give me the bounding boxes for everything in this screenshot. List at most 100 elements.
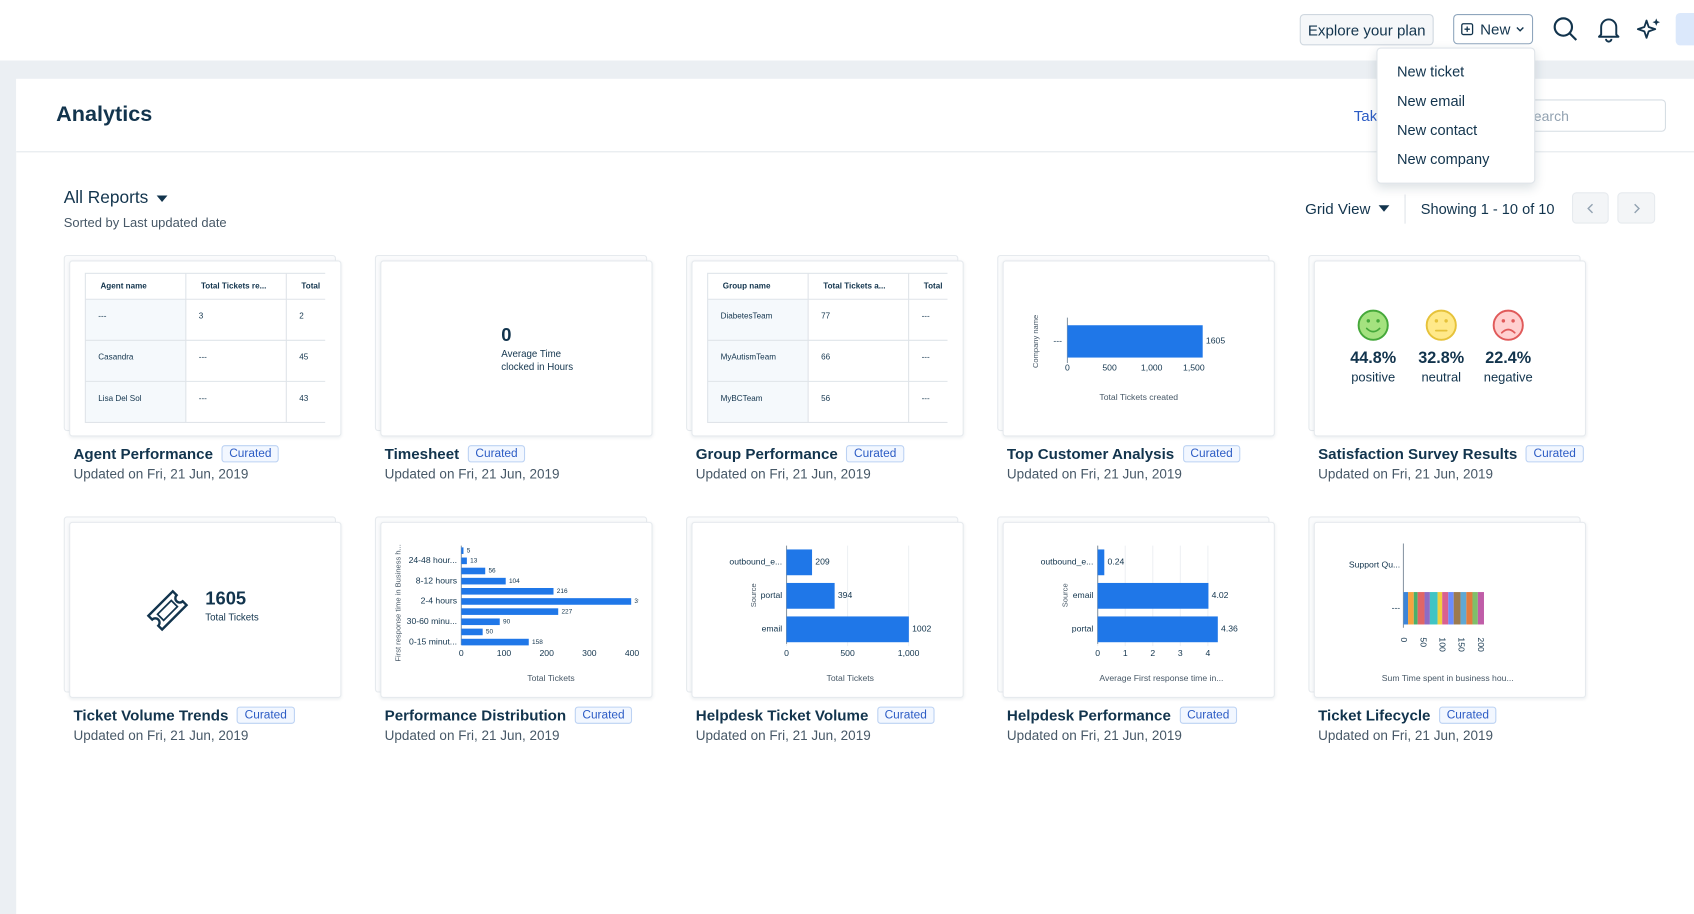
value-label: 104 (509, 578, 520, 585)
value-label: 90 (503, 618, 511, 625)
avatar[interactable] (1675, 12, 1694, 46)
x-tick-label: 1,000 (1141, 363, 1163, 373)
bar-segment (1417, 592, 1425, 625)
value-label: 1002 (912, 624, 931, 634)
bars: 5 13 56 104 216 398 227 90 50 158 (461, 547, 639, 646)
chevron-left (1587, 203, 1594, 213)
bar-segment (1424, 592, 1430, 625)
card-title: Timesheet (384, 445, 460, 463)
menu-item[interactable]: New company (1396, 151, 1490, 168)
x-axis-title: Total Tickets (527, 673, 574, 683)
x-tick-label: 1 (1123, 648, 1128, 658)
ticket-icon (146, 589, 189, 632)
x-tick-label: 200 (539, 648, 554, 658)
value-label: 0.24 (1108, 557, 1125, 567)
card-preview: 0 100 200 300 400 24-48 hour... 8-12 hours 2-4 … (394, 544, 640, 683)
x-axis-title: Total Tickets created (1099, 392, 1178, 402)
bar-segment (1413, 592, 1418, 625)
new-button[interactable]: New (1453, 14, 1534, 45)
search-input[interactable]: Search (1512, 99, 1666, 132)
report-card[interactable]: 0 100 200 300 400 24-48 hour... 8-12 hours 2-4 … (374, 516, 653, 754)
bar (1097, 549, 1105, 576)
card-preview: 0 500 1,000 1,500 --- 1605 Company name Total T… (1031, 315, 1225, 402)
plus-icon (1461, 23, 1474, 36)
bar-segment (1408, 592, 1414, 625)
x-tick-label: 2 (1150, 648, 1155, 658)
chevron-right (1633, 203, 1640, 213)
card-updated: Updated on Fri, 21 Jun, 2019 (1318, 728, 1494, 744)
sentiment-name: positive (1351, 370, 1395, 385)
next-page[interactable] (1617, 192, 1656, 224)
table-cell: Lisa Del Sol (98, 394, 141, 403)
card-preview: Agent name Total Tickets re... Total --- 3 2… (84, 272, 326, 423)
bar (786, 616, 909, 643)
card-sheet (380, 260, 653, 437)
assistant-icon[interactable] (1636, 15, 1664, 43)
report-card[interactable]: Group name Total Tickets a... Total Diabet… (686, 254, 964, 493)
card-preview: Group name Total Tickets a... Total Diabet… (707, 272, 948, 423)
table-cell: 56 (821, 394, 831, 403)
y-tick-label: outbound_e... (729, 557, 782, 567)
bar-segment (1460, 592, 1467, 625)
mouth (1500, 328, 1516, 334)
card-preview: 0 Average Time clocked in Hours (501, 324, 573, 373)
y-axis-title: Source (1060, 583, 1069, 607)
card-title: Ticket Lifecycle (1318, 706, 1431, 724)
bar-segment (1472, 592, 1478, 625)
report-card[interactable]: 0 500 1,000 outbound_e... portal email 209 394 1… (686, 516, 964, 754)
menu-item[interactable]: New ticket (1396, 63, 1465, 80)
card-updated: Updated on Fri, 21 Jun, 2019 (1006, 466, 1182, 482)
table-cell: --- (199, 353, 207, 362)
table-header: Total Tickets re... (201, 281, 266, 290)
card-sheet (69, 521, 342, 698)
search-icon[interactable] (1551, 15, 1579, 43)
card-title: Agent Performance (73, 445, 214, 463)
card-title: Helpdesk Ticket Volume (695, 706, 869, 724)
bars: 0.24 4.02 4.36 (1097, 549, 1238, 643)
report-card[interactable]: 0 Average Time clocked in Hours Timesheet Cu… (374, 254, 653, 493)
x-tick-label: 50 (1418, 637, 1428, 647)
x-tick-label: 100 (497, 648, 512, 658)
eye (1444, 319, 1448, 323)
report-card[interactable]: 44.8% positive 32.8% neutral 22.4% negative Sa… (1308, 254, 1587, 493)
y-tick-label: outbound_e... (1041, 557, 1094, 567)
card-title-row: Group Performance Curated (695, 445, 904, 463)
report-card[interactable]: 1605 Total Tickets Ticket Volume Trends Cur… (63, 516, 342, 754)
report-card[interactable]: 0 50 100 150 200 Support Qu... --- Sum Time spe… (1308, 516, 1587, 754)
bar (461, 608, 559, 615)
separator (1404, 194, 1406, 224)
table-cell: 2 (299, 312, 304, 321)
metric-value: 0 (501, 324, 511, 345)
table-border (84, 272, 326, 423)
reports-filter[interactable]: All Reports (64, 189, 170, 208)
bar (786, 549, 813, 576)
table-cell: Casandra (98, 353, 134, 362)
report-card[interactable]: Agent name Total Tickets re... Total --- 3 2… (63, 254, 342, 493)
eye (1366, 319, 1371, 323)
card-preview: 44.8% positive 32.8% neutral 22.4% negative (1350, 309, 1533, 385)
sentiment-name: negative (1484, 370, 1533, 385)
table: Agent name Total Tickets re... Total --- 3 2… (84, 272, 326, 423)
bar-segment (1477, 592, 1484, 625)
y-tick-label: --- (1053, 336, 1062, 346)
y-tick-label: 30-60 minu... (407, 616, 457, 626)
menu-item[interactable]: New email (1396, 92, 1466, 110)
card-title-row: Ticket Volume Trends Curated (73, 706, 295, 724)
report-card[interactable]: 0 500 1,000 1,500 --- 1605 Company name Total T… (997, 254, 1275, 493)
y-tick-label: email (1073, 590, 1094, 600)
y-tick-label: email (762, 624, 783, 634)
first-col-bg (85, 299, 186, 423)
y-tick-label: 8-12 hours (416, 575, 457, 585)
explore-plan-button[interactable]: Explore your plan (1299, 14, 1434, 46)
card-title: Group Performance (695, 445, 838, 463)
bar (461, 638, 529, 646)
card-sheet (691, 521, 964, 698)
table-header: Total (301, 281, 320, 290)
bell-icon[interactable] (1596, 15, 1622, 43)
report-card[interactable]: 0 1 2 3 4 outbound_e... email portal 0.24 4.02 4.3… (997, 516, 1275, 754)
card-updated: Updated on Fri, 21 Jun, 2019 (384, 466, 560, 482)
view-select[interactable]: Grid View (1305, 200, 1392, 217)
menu-item[interactable]: New contact (1396, 122, 1478, 139)
content-panel (16, 78, 1694, 914)
prev-page[interactable] (1571, 192, 1609, 224)
